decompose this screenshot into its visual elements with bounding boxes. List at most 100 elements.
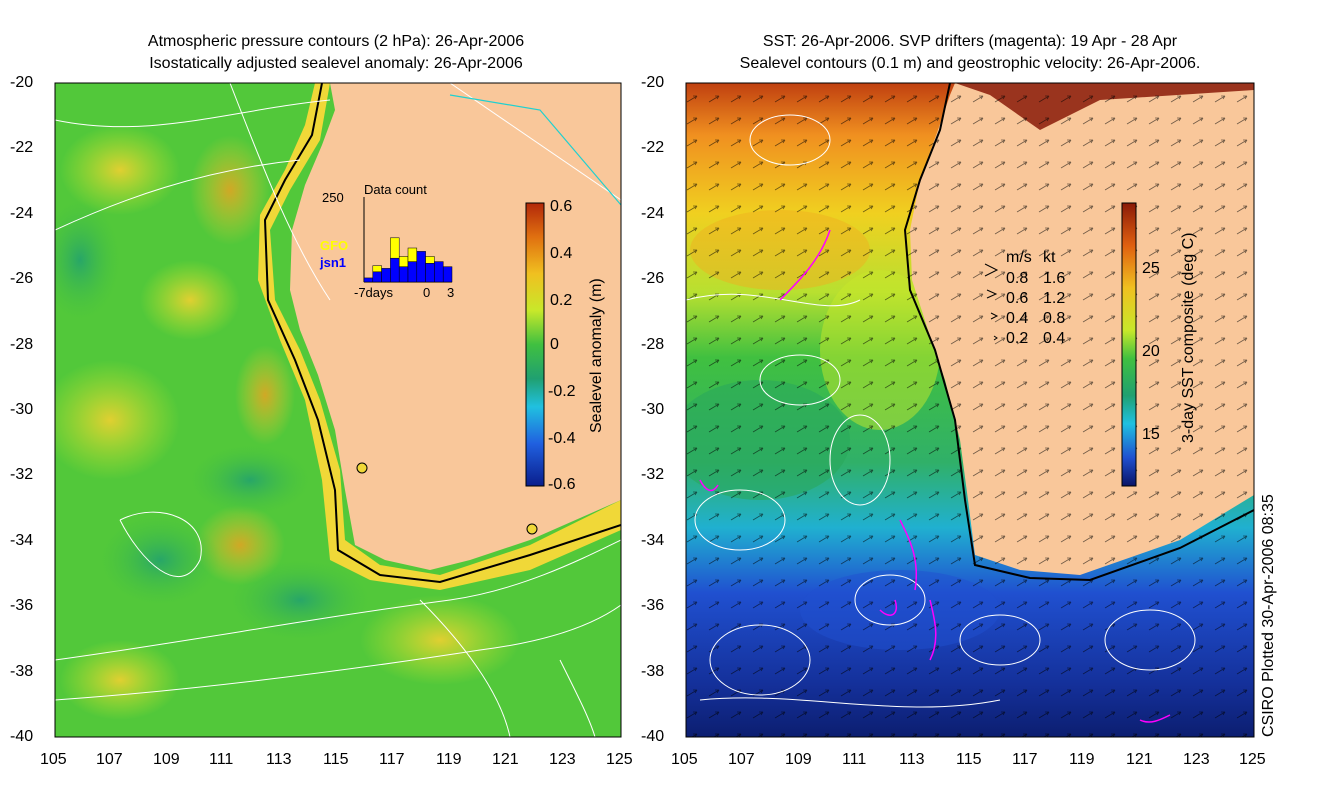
velocity-kt: 0.8 xyxy=(1043,310,1066,327)
credit-label: CSIRO Plotted 30-Apr-2006 08:35 xyxy=(1260,494,1277,737)
lon-tick: 111 xyxy=(209,751,234,768)
left-title-line2: Isostatically adjusted sealevel anomaly:… xyxy=(149,55,523,72)
lon-tick: 121 xyxy=(1126,751,1153,768)
lat-tick: -38 xyxy=(10,663,34,680)
anomaly-tick: 0 xyxy=(550,336,559,353)
inset-bar-jsn1 xyxy=(398,266,409,283)
anomaly-tick: -0.6 xyxy=(548,476,576,493)
lat-tick: -34 xyxy=(10,532,34,549)
velocity-legend-arrows xyxy=(984,263,999,341)
lon-tick: 121 xyxy=(492,751,519,768)
velocity-ms: 0.6 xyxy=(1006,290,1029,307)
left-frame xyxy=(54,82,622,738)
lon-tick: 115 xyxy=(956,751,982,768)
lat-tick: -38 xyxy=(641,663,665,680)
lat-tick: -40 xyxy=(10,728,34,745)
right-title: SST: 26-Apr-2006. SVP drifters (magenta)… xyxy=(670,31,1270,75)
lon-tick: 123 xyxy=(1183,751,1210,768)
velocity-ms: 0.8 xyxy=(1006,270,1029,287)
data-count-inset xyxy=(363,197,453,283)
left-title-line1: Atmospheric pressure contours (2 hPa): 2… xyxy=(147,33,525,50)
velocity-header-kt: kt xyxy=(1043,249,1056,266)
sst-tick: 20 xyxy=(1142,343,1160,360)
lon-tick: 125 xyxy=(606,751,633,768)
inset-bars xyxy=(363,237,453,283)
velocity-arrows xyxy=(686,83,1254,737)
anomaly-colorbar-label: Sealevel anomaly (m) xyxy=(588,278,605,433)
lon-tick: 105 xyxy=(40,751,67,768)
lat-tick: -24 xyxy=(10,205,34,222)
inset-bar-jsn1 xyxy=(363,277,374,283)
lon-tick: 123 xyxy=(549,751,576,768)
lat-tick: -30 xyxy=(10,401,34,418)
lat-tick: -32 xyxy=(641,466,665,483)
lon-tick: 113 xyxy=(266,751,292,768)
lat-tick: -32 xyxy=(10,466,34,483)
lat-tick: -20 xyxy=(10,74,34,91)
lat-tick: -22 xyxy=(10,139,34,156)
lon-tick: 125 xyxy=(1239,751,1266,768)
coastal-band xyxy=(258,83,621,590)
inset-xlabel: 0 xyxy=(423,285,431,300)
anomaly-tick: -0.4 xyxy=(548,430,576,447)
sst-colorbar xyxy=(1121,202,1137,487)
anomaly-tick: 0.2 xyxy=(550,292,573,309)
lon-tick: 111 xyxy=(842,751,867,768)
right-title-line2: Sealevel contours (0.1 m) and geostrophi… xyxy=(739,55,1201,72)
anomaly-tick: 0.4 xyxy=(550,245,573,262)
lon-tick: 115 xyxy=(323,751,349,768)
inset-bar-jsn1 xyxy=(390,257,400,283)
inset-legend-jsn1: jsn1 xyxy=(320,255,347,270)
sealevel-contours xyxy=(686,114,1196,708)
inset-legend-gfo: GFO xyxy=(320,238,349,253)
inset-bar-gfo xyxy=(398,256,409,267)
inset-ymax: 250 xyxy=(322,190,344,205)
inset-bar-jsn1 xyxy=(434,261,444,283)
lat-tick: -30 xyxy=(641,401,665,418)
svp-drifters xyxy=(699,229,1171,723)
inset-bar-gfo xyxy=(372,265,382,273)
lat-tick: -24 xyxy=(641,205,665,222)
sst-colorbar-label: 3-day SST composite (deg C) xyxy=(1180,232,1197,443)
inset-xlabel: 3 xyxy=(447,285,455,300)
right-frame xyxy=(685,82,1255,738)
inset-xlabel: -7days xyxy=(354,285,394,300)
lon-tick: 107 xyxy=(728,751,755,768)
lat-tick: -22 xyxy=(641,139,665,156)
lon-tick: 119 xyxy=(1069,751,1095,768)
velocity-kt: 1.6 xyxy=(1043,270,1066,287)
velocity-ms: 0.4 xyxy=(1006,310,1029,327)
lat-tick: -28 xyxy=(641,336,665,353)
lat-tick: -34 xyxy=(641,532,665,549)
inset-bar-gfo xyxy=(425,256,435,264)
lon-tick: 113 xyxy=(899,751,925,768)
inset-bar-gfo xyxy=(407,247,418,262)
lat-tick: -26 xyxy=(641,270,665,287)
inset-bar-jsn1 xyxy=(425,263,435,283)
lat-tick: -20 xyxy=(641,74,665,91)
lon-tick: 117 xyxy=(1012,751,1038,768)
lon-tick: 117 xyxy=(379,751,405,768)
velocity-header-ms: m/s xyxy=(1006,249,1032,266)
inset-bar-jsn1 xyxy=(372,271,382,283)
lon-tick: 105 xyxy=(671,751,698,768)
lon-tick: 119 xyxy=(436,751,462,768)
anomaly-tick: -0.2 xyxy=(548,383,576,400)
lat-tick: -26 xyxy=(10,270,34,287)
lon-tick: 109 xyxy=(153,751,180,768)
inset-title: Data count xyxy=(364,182,427,197)
pressure-contours xyxy=(55,83,621,737)
velocity-kt: 0.4 xyxy=(1043,330,1066,347)
right-title-line1: SST: 26-Apr-2006. SVP drifters (magenta)… xyxy=(762,33,1178,50)
inset-bar-jsn1 xyxy=(381,268,391,283)
lat-tick: -40 xyxy=(641,728,665,745)
left-map xyxy=(55,83,621,737)
anomaly-tick: 0.6 xyxy=(550,198,573,215)
inset-bar-jsn1 xyxy=(442,266,453,283)
inset-bar-jsn1 xyxy=(416,251,426,283)
right-map xyxy=(686,83,1254,737)
sst-tick: 15 xyxy=(1142,426,1160,443)
inset-bar-gfo xyxy=(390,237,400,259)
left-title: Atmospheric pressure contours (2 hPa): 2… xyxy=(56,31,616,75)
